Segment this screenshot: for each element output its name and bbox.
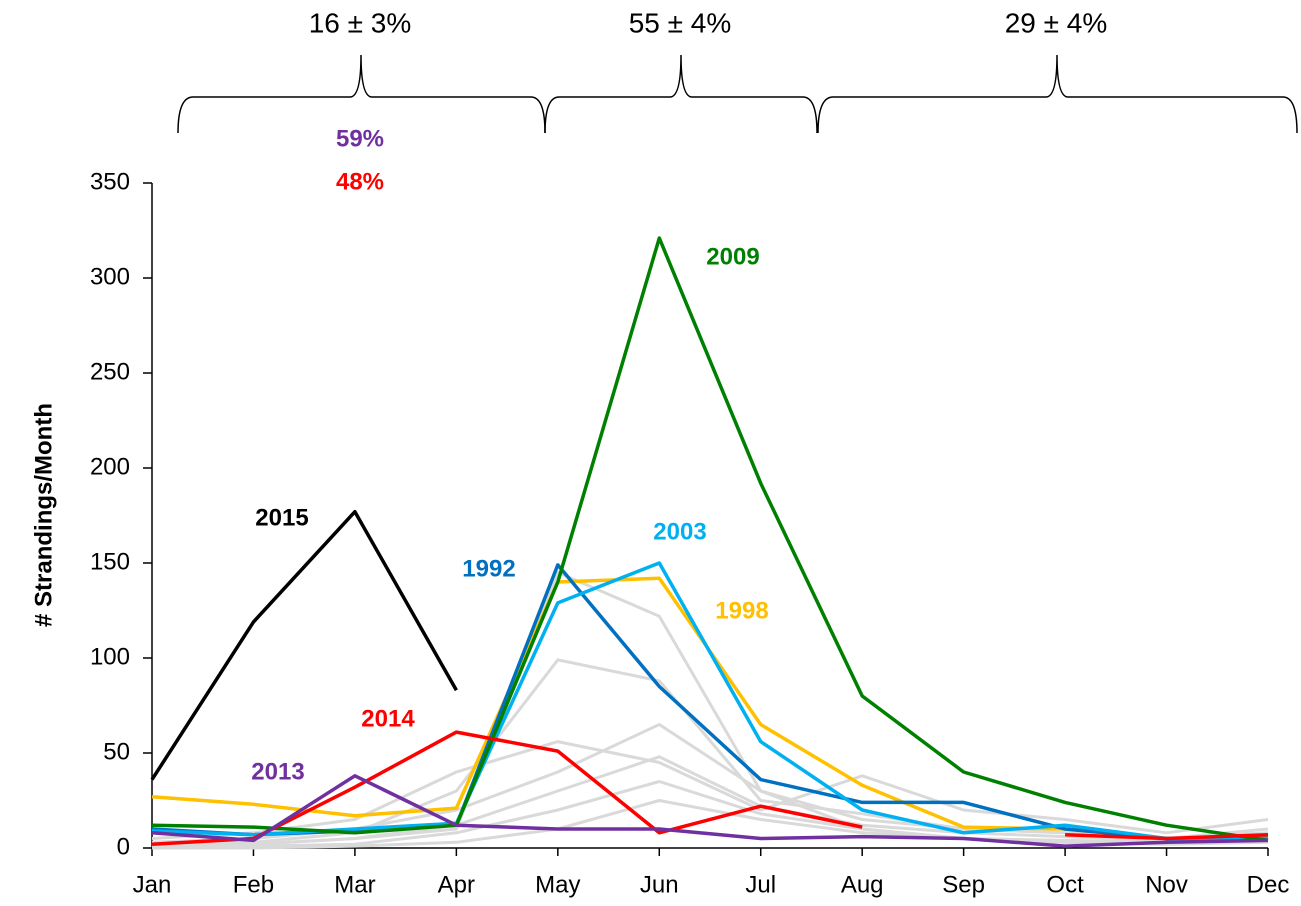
y-tick-label: 250 — [90, 358, 130, 385]
x-tick-label: Sep — [942, 871, 985, 898]
line-series — [151, 774, 1269, 848]
series-label: 2014 — [361, 705, 415, 732]
series-label: 1992 — [462, 555, 515, 582]
x-tick-label: Dec — [1247, 871, 1290, 898]
brace — [817, 54, 1298, 134]
y-tick-label: 200 — [90, 453, 130, 480]
annotation: 29 ± 4% — [1005, 7, 1108, 38]
line-series — [151, 236, 1269, 843]
y-tick-label: 100 — [90, 643, 130, 670]
series-label: 1998 — [715, 597, 768, 624]
annotation: 59% — [336, 125, 384, 152]
annotation: 16 ± 3% — [309, 7, 412, 38]
y-tick-label: 350 — [90, 168, 130, 195]
line-series — [150, 509, 458, 781]
line-series — [151, 730, 1269, 846]
x-tick-label: Oct — [1046, 871, 1084, 898]
x-tick-label: May — [535, 871, 580, 898]
series-label: 2013 — [251, 758, 304, 785]
x-tick-label: Feb — [233, 871, 274, 898]
line-series — [151, 740, 1269, 840]
line-series — [151, 780, 1269, 850]
y-axis-label: # Strandings/Month — [30, 403, 57, 627]
line-series — [151, 561, 1268, 841]
x-tick-label: Jun — [640, 871, 679, 898]
series-label: 2003 — [653, 518, 706, 545]
x-tick-label: Nov — [1145, 871, 1188, 898]
brace — [544, 54, 818, 134]
annotation: 48% — [336, 168, 384, 195]
x-tick-label: Jan — [133, 871, 172, 898]
series-label: 2009 — [706, 243, 759, 270]
y-tick-label: 50 — [103, 738, 130, 765]
series-label: 2015 — [255, 504, 308, 531]
x-tick-label: Jul — [745, 871, 776, 898]
line-series — [151, 755, 1269, 848]
x-tick-label: Aug — [841, 871, 884, 898]
x-tick-label: Apr — [438, 871, 475, 898]
annotation: 55 ± 4% — [629, 7, 732, 38]
braces — [177, 54, 1298, 134]
line-series — [152, 799, 1269, 850]
brace — [177, 54, 546, 134]
x-tick-label: Mar — [334, 871, 375, 898]
y-tick-label: 150 — [90, 548, 130, 575]
line-series — [151, 658, 1269, 846]
y-tick-label: 300 — [90, 263, 130, 290]
y-tick-label: 0 — [117, 833, 130, 860]
